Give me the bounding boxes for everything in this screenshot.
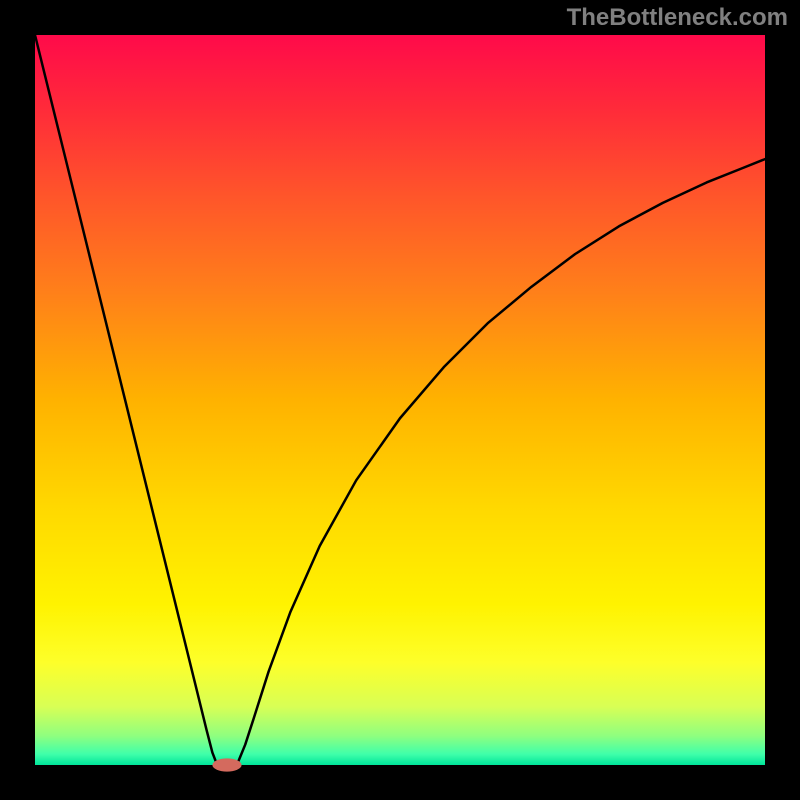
chart-container: TheBottleneck.com (0, 0, 800, 800)
valley-marker (212, 758, 241, 771)
watermark-label: TheBottleneck.com (567, 4, 788, 32)
bottleneck-chart (0, 0, 800, 800)
gradient-background (35, 35, 765, 765)
